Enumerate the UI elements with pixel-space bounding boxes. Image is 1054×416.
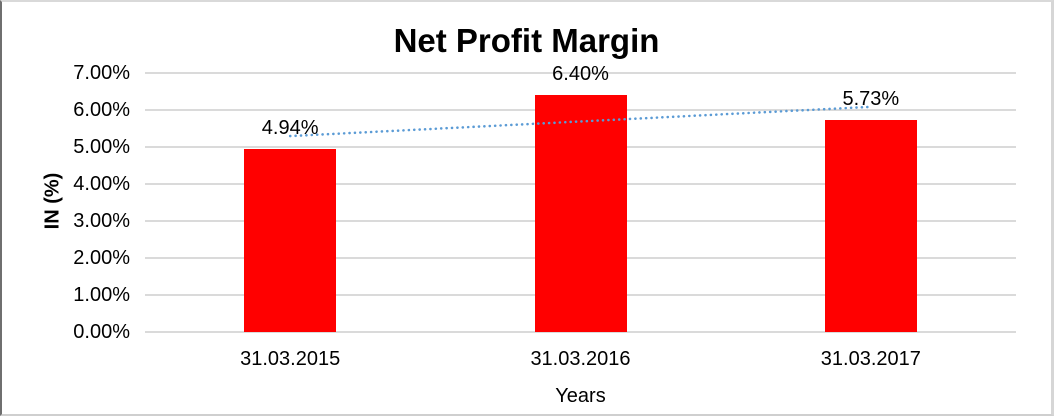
bar-data-label: 4.94% — [261, 117, 319, 140]
x-tick-label: 31.03.2015 — [240, 348, 341, 370]
bar[interactable] — [534, 95, 627, 332]
y-tick-label: 7.00% — [73, 62, 130, 84]
y-tick-label: 5.00% — [73, 136, 130, 158]
y-tick-label: 6.00% — [73, 99, 130, 121]
x-tick-label: 31.03.2017 — [820, 348, 921, 370]
y-tick-label: 0.00% — [73, 321, 130, 343]
bar[interactable] — [824, 119, 917, 332]
x-tick-label: 31.03.2016 — [530, 348, 631, 370]
bar-data-label: 5.73% — [842, 87, 900, 110]
y-tick-label: 4.00% — [73, 173, 130, 195]
chart-title: Net Profit Margin — [393, 22, 660, 59]
bar-data-label: 6.40% — [552, 63, 609, 86]
y-tick-label: 2.00% — [73, 247, 130, 269]
x-axis-title: Years — [555, 385, 606, 407]
y-tick-label: 1.00% — [73, 284, 130, 306]
y-tick-label: 3.00% — [73, 210, 130, 232]
bar[interactable] — [244, 149, 337, 332]
gridline — [145, 72, 1016, 74]
gridline — [145, 331, 1016, 333]
